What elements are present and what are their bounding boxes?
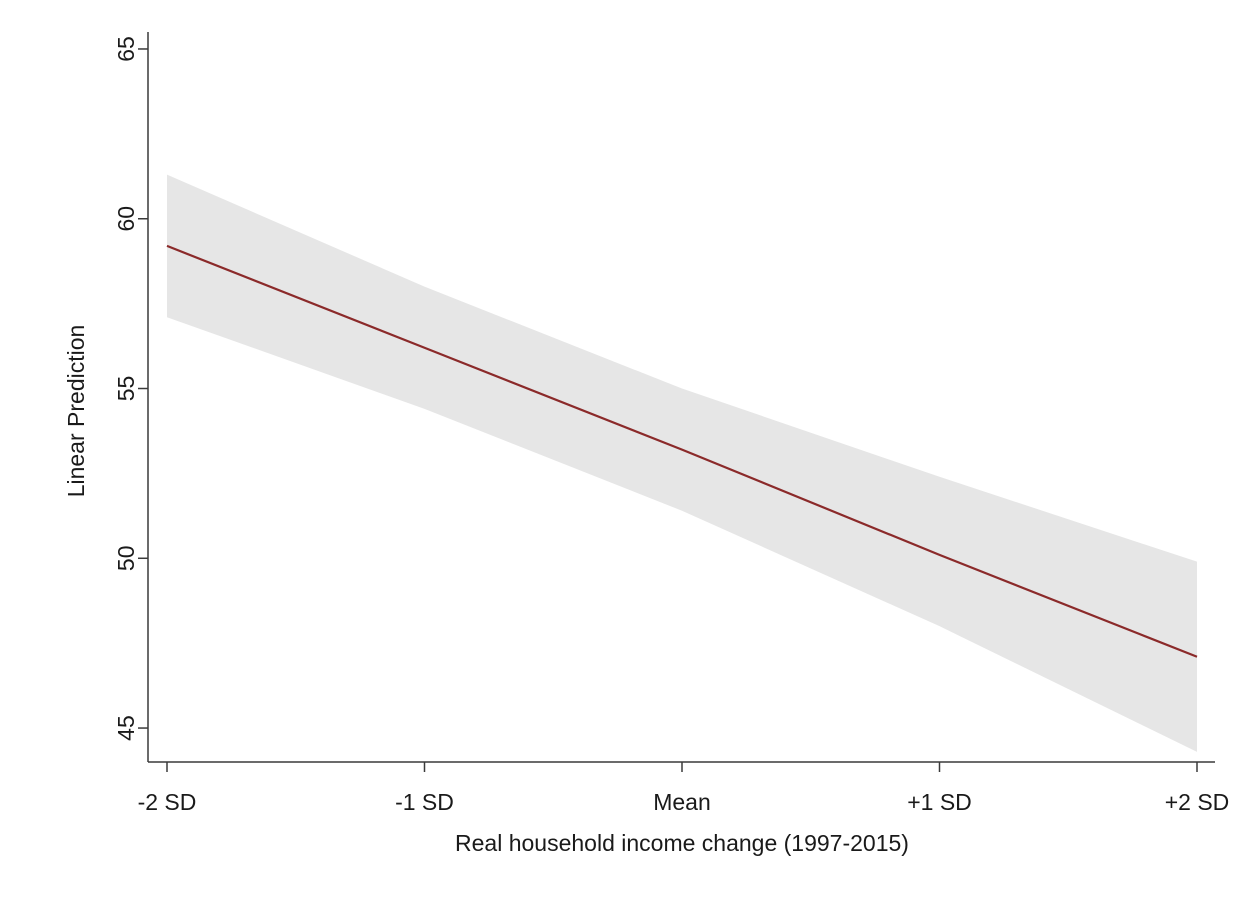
x-tick-label: +2 SD bbox=[1165, 789, 1230, 815]
y-axis-title: Linear Prediction bbox=[63, 325, 89, 498]
confidence-band bbox=[167, 174, 1197, 752]
y-tick-label: 60 bbox=[113, 206, 139, 232]
x-tick-label: -1 SD bbox=[395, 789, 454, 815]
x-tick-label: -2 SD bbox=[138, 789, 197, 815]
x-tick-label: Mean bbox=[653, 789, 711, 815]
confidence-band-layer bbox=[167, 174, 1197, 752]
prediction-line-layer bbox=[166, 244, 1198, 658]
prediction-line bbox=[166, 244, 1198, 658]
y-axis-ticks: 45 50 55 60 65 bbox=[113, 36, 148, 741]
x-tick-label: +1 SD bbox=[907, 789, 972, 815]
y-tick-label: 50 bbox=[113, 545, 139, 571]
y-tick-label: 45 bbox=[113, 715, 139, 741]
x-axis-title: Real household income change (1997-2015) bbox=[455, 830, 909, 856]
x-axis-ticks: -2 SD -1 SD Mean +1 SD +2 SD bbox=[138, 762, 1230, 815]
y-tick-label: 55 bbox=[113, 376, 139, 402]
y-tick-label: 65 bbox=[113, 36, 139, 62]
